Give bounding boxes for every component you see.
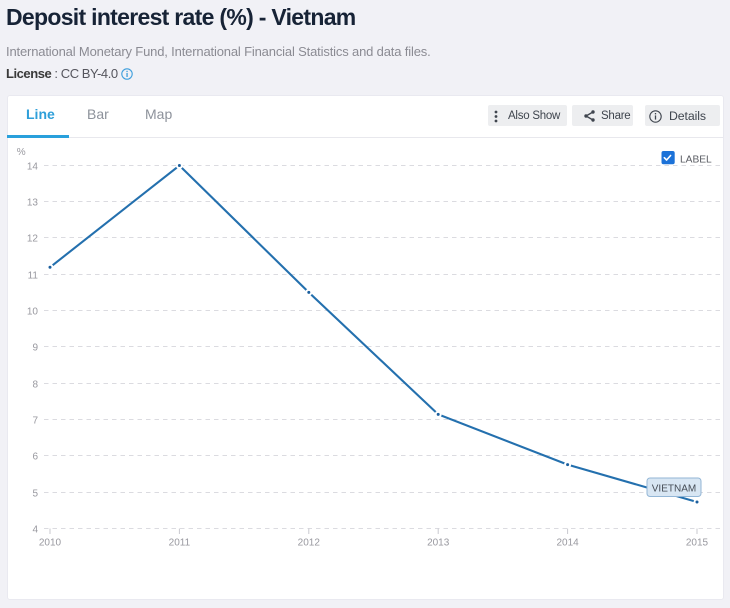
svg-text:8: 8 [32, 380, 38, 391]
svg-text:10: 10 [27, 307, 39, 318]
svg-text:11: 11 [28, 271, 39, 282]
svg-text:14: 14 [27, 162, 39, 173]
svg-text:7: 7 [32, 416, 38, 427]
svg-text:2010: 2010 [39, 538, 62, 549]
svg-text:4: 4 [32, 525, 38, 536]
svg-text:2011: 2011 [169, 538, 191, 549]
svg-text:9: 9 [32, 343, 38, 354]
svg-text:6: 6 [32, 452, 38, 463]
svg-text:5: 5 [32, 489, 38, 500]
svg-text:LABEL: LABEL [680, 155, 712, 166]
svg-text:2012: 2012 [298, 538, 321, 549]
svg-text:2013: 2013 [427, 538, 450, 549]
svg-text:VIETNAM: VIETNAM [652, 484, 696, 495]
svg-text:2015: 2015 [686, 538, 709, 549]
svg-text:%: % [17, 147, 26, 158]
svg-text:2014: 2014 [556, 538, 579, 549]
svg-text:12: 12 [27, 234, 39, 245]
svg-text:13: 13 [27, 198, 39, 209]
